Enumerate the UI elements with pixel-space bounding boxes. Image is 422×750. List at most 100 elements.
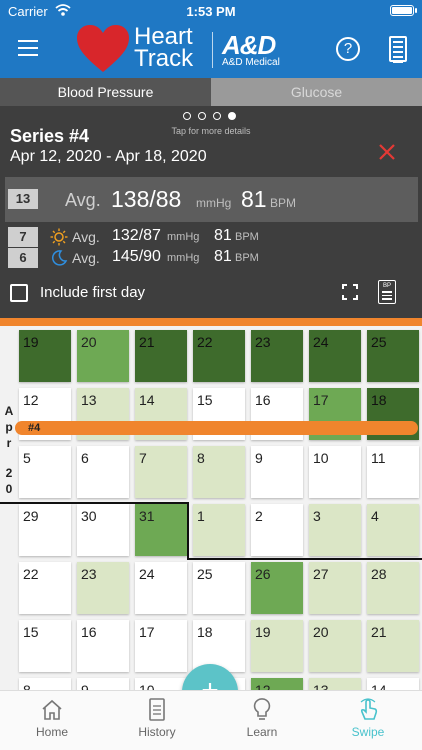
calendar-day[interactable]: 23 <box>77 562 129 614</box>
bp-unit: mmHg <box>196 196 232 210</box>
calendar-day[interactable]: 2 <box>251 504 303 556</box>
nav-swipe[interactable]: Swipe <box>333 697 403 739</box>
calendar-day[interactable]: 16 <box>77 620 129 672</box>
calendar-day[interactable]: 19 <box>251 620 303 672</box>
calendar-day[interactable]: 8 <box>19 678 71 690</box>
include-first-day-checkbox[interactable] <box>10 284 28 302</box>
calendar-day[interactable]: 19 <box>19 330 71 382</box>
bp-unit: mmHg <box>167 231 200 243</box>
nav-learn-label: Learn <box>246 725 278 739</box>
calendar-day[interactable]: 29 <box>19 504 71 556</box>
expand-icon[interactable] <box>342 284 358 300</box>
calendar-day[interactable]: 1 <box>193 504 245 556</box>
series-date-range: Apr 12, 2020 - Apr 18, 2020 <box>10 148 207 165</box>
calendar-day[interactable]: 25 <box>193 562 245 614</box>
partner-name: A&D Medical <box>222 57 280 68</box>
partner-logo: A&D <box>222 30 276 60</box>
close-icon[interactable] <box>377 142 397 162</box>
evening-average-row: 6 Avg. 145/90 mmHg 81 BPM <box>5 247 418 269</box>
month-label-letter: A <box>4 404 14 418</box>
calendar-day[interactable]: 15 <box>19 620 71 672</box>
series-marker[interactable]: #4 <box>15 421 418 435</box>
include-first-day-label: Include first day <box>40 284 146 301</box>
avg-label: Avg. <box>72 229 100 245</box>
nav-history[interactable]: History <box>122 697 192 739</box>
status-bar: Carrier 1:53 PM <box>0 0 422 22</box>
page-dot <box>198 112 206 120</box>
avg-label: Avg. <box>65 190 101 210</box>
nav-home-label: Home <box>35 725 68 739</box>
calendar-day[interactable]: 22 <box>19 562 71 614</box>
calendar-day[interactable]: 10 <box>135 678 187 690</box>
bp-report-button[interactable]: BP <box>378 280 396 304</box>
measurement-tabs: Blood Pressure Glucose <box>0 78 422 106</box>
calendar-day[interactable]: 3 <box>309 504 361 556</box>
app-name-line1: Heart <box>134 23 193 50</box>
nav-learn[interactable]: Learn <box>227 697 297 739</box>
morning-hr-value: 81 <box>214 227 232 244</box>
swipe-hand-icon <box>360 698 378 720</box>
calendar-day[interactable]: 6 <box>77 446 129 498</box>
home-icon <box>42 699 62 720</box>
calendar-day[interactable]: 21 <box>135 330 187 382</box>
calendar-day[interactable]: 5 <box>19 446 71 498</box>
calendar-day[interactable]: 12 <box>251 678 303 690</box>
calendar-day[interactable]: 21 <box>367 620 419 672</box>
calendar-day[interactable]: 26 <box>251 562 303 614</box>
calendar-day[interactable]: 25 <box>367 330 419 382</box>
calendar-day[interactable]: 22 <box>193 330 245 382</box>
calendar-day[interactable]: 20 <box>309 620 361 672</box>
calendar-day[interactable]: 23 <box>251 330 303 382</box>
calendar-day[interactable]: 14 <box>367 678 419 690</box>
calendar-day[interactable]: 30 <box>77 504 129 556</box>
calendar-day[interactable]: 11 <box>367 446 419 498</box>
calendar-day[interactable]: 20 <box>77 330 129 382</box>
series-summary-panel[interactable]: Tap for more details Series #4 Apr 12, 2… <box>0 106 422 318</box>
calendar-day[interactable]: 17 <box>135 620 187 672</box>
tab-glucose[interactable]: Glucose <box>211 78 422 106</box>
nav-swipe-label: Swipe <box>351 725 385 739</box>
month-label-letter: 2 <box>5 466 13 480</box>
help-button[interactable]: ? <box>336 37 360 61</box>
nav-home[interactable]: Home <box>17 697 87 739</box>
reading-count-badge: 7 <box>8 227 38 247</box>
moon-icon <box>51 250 68 266</box>
series-accent-bar <box>0 318 422 326</box>
calendar-day[interactable]: 8 <box>193 446 245 498</box>
calendar-day[interactable]: 24 <box>309 330 361 382</box>
logo-divider <box>212 32 213 68</box>
calendar-day[interactable]: 9 <box>77 678 129 690</box>
tap-hint-text: Tap for more details <box>171 126 251 136</box>
page-dot <box>213 112 221 120</box>
calendar-day[interactable]: 4 <box>367 504 419 556</box>
calendar-day[interactable]: 13 <box>309 678 361 690</box>
calendar-day[interactable]: 18 <box>193 620 245 672</box>
calendar-day[interactable]: 10 <box>309 446 361 498</box>
evening-bp-value: 145/90 <box>112 248 161 265</box>
calendar-day[interactable]: 7 <box>135 446 187 498</box>
report-button[interactable] <box>389 36 407 63</box>
calendar-day[interactable]: 28 <box>367 562 419 614</box>
reading-count-badge: 13 <box>8 189 38 209</box>
calendar-grid[interactable]: 19 20 21 22 23 24 25 12 13 14 15 16 17 18 5 6 7 8 9 10 11 29 3… <box>0 326 422 690</box>
calendar-day[interactable]: 9 <box>251 446 303 498</box>
hr-unit: BPM <box>270 196 297 210</box>
bp-unit: mmHg <box>167 252 200 264</box>
tab-blood-pressure[interactable]: Blood Pressure <box>0 78 211 106</box>
morning-average-row: 7 Avg. 132/87 mmHg 81 BPM <box>5 226 418 248</box>
include-first-day-toggle[interactable]: Include first day <box>10 284 310 306</box>
bp-report-label: BP <box>382 283 391 289</box>
calendar-day[interactable]: 24 <box>135 562 187 614</box>
menu-icon[interactable] <box>18 40 38 56</box>
wifi-icon <box>55 4 71 16</box>
sun-icon <box>50 228 68 246</box>
app-name: Heart Track <box>134 23 193 71</box>
lightbulb-icon <box>253 698 271 720</box>
hr-unit: BPM <box>235 252 259 264</box>
heart-logo-icon <box>77 25 129 72</box>
calendar-day[interactable]: 27 <box>309 562 361 614</box>
month-boundary-line <box>0 502 422 560</box>
hr-unit: BPM <box>235 231 259 243</box>
avg-label: Avg. <box>72 250 100 266</box>
calendar-day[interactable]: 31 <box>135 504 187 556</box>
